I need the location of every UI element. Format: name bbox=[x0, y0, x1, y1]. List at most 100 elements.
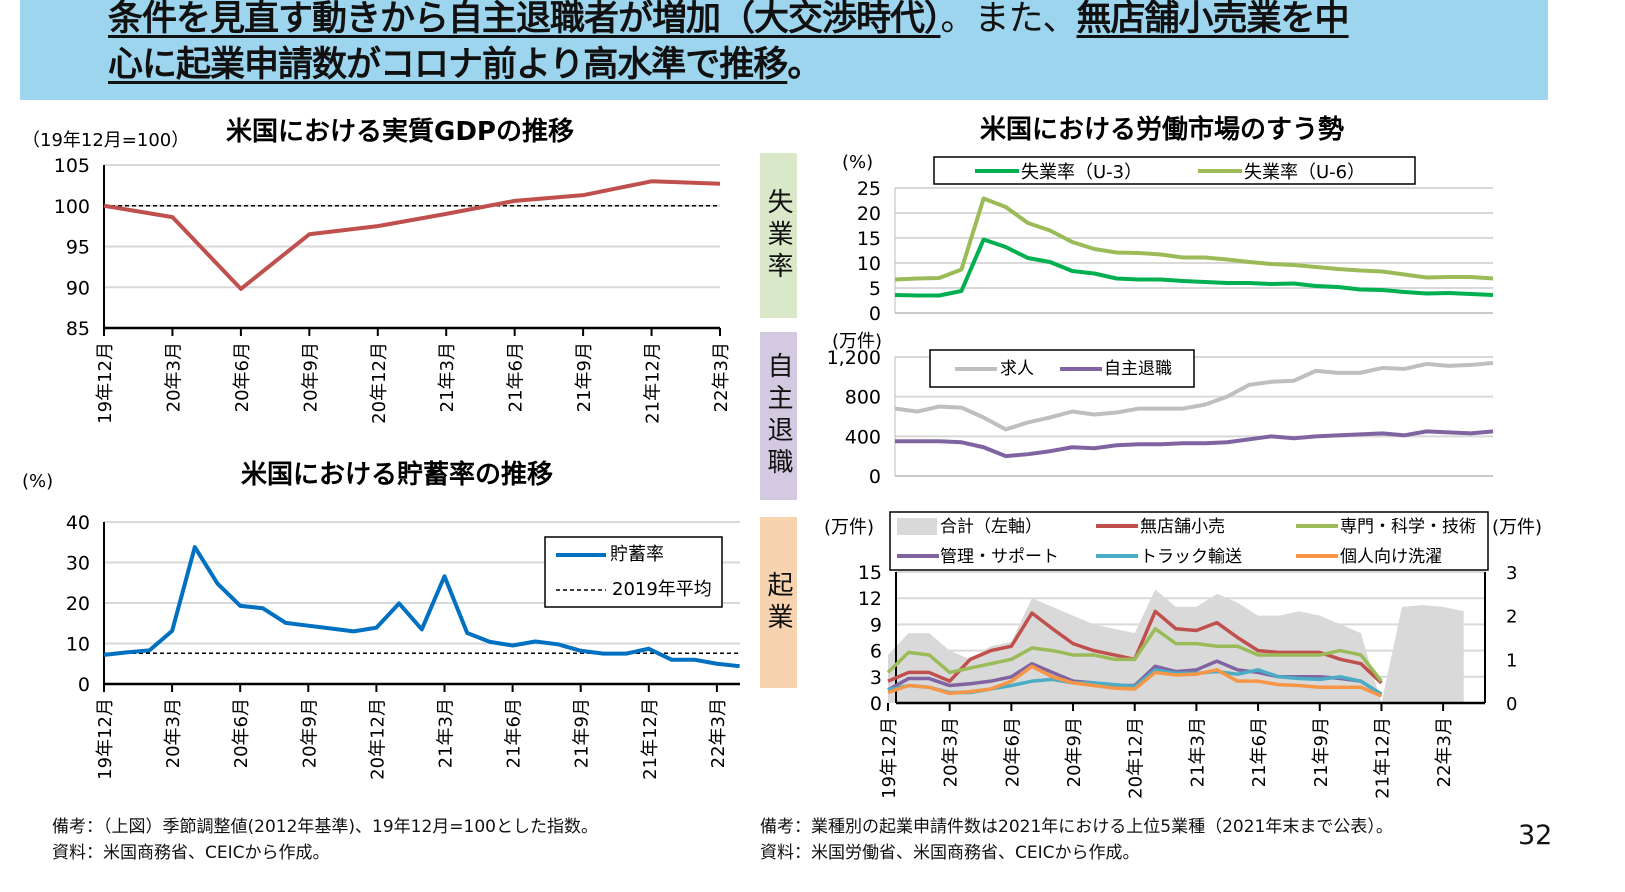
headline-banner: 条件を見直す動きから自主退職者が増加（大交渉時代）。また、無店舗小売業を中 心に… bbox=[20, 0, 1548, 100]
y-tick-label: 100 bbox=[54, 196, 90, 218]
x-tick-label: 19年12月 bbox=[95, 342, 116, 424]
savings-legend-box bbox=[544, 536, 723, 608]
startups-legend-box bbox=[889, 511, 1489, 571]
y-tick-label: 0 bbox=[870, 693, 882, 715]
gdp-chart-title: 米国における実質GDPの推移 bbox=[226, 116, 574, 147]
x-tick-label: 20年12月 bbox=[369, 342, 390, 424]
headline-text: 。 bbox=[787, 45, 822, 85]
x-tick-label: 19年12月 bbox=[879, 717, 900, 799]
quits-unit-label: (万件) bbox=[832, 331, 882, 352]
y-tick-label: 5 bbox=[869, 278, 881, 300]
x-tick-label: 20年9月 bbox=[300, 342, 321, 412]
note-right-remarks: 備考：業種別の起業申請件数は2021年における上位5業種（2021年末まで公表）… bbox=[760, 817, 1393, 837]
x-tick-label: 21年6月 bbox=[506, 342, 527, 412]
y-tick-label: 0 bbox=[869, 303, 881, 325]
legend-label: 求人 bbox=[1000, 359, 1034, 379]
x-tick-label: 21年3月 bbox=[437, 342, 458, 412]
x-tick-label: 21年9月 bbox=[574, 342, 595, 412]
y-tick-label: 40 bbox=[66, 512, 90, 534]
x-tick-label: 20年3月 bbox=[163, 698, 184, 768]
y-tick-label: 85 bbox=[66, 318, 90, 340]
y-tick-label: 12 bbox=[858, 588, 882, 610]
quits-line bbox=[895, 429, 1494, 459]
y-tick-label: 20 bbox=[857, 203, 881, 225]
legend-label: 管理・サポート bbox=[940, 547, 1059, 567]
y-tick-label: 30 bbox=[66, 553, 90, 575]
legend-label: 自主退職 bbox=[1104, 359, 1172, 379]
note-right-source: 資料：米国労働省、米国商務省、CEICから作成。 bbox=[760, 843, 1140, 863]
right-y-tick-label: 2 bbox=[1506, 607, 1517, 628]
note-left-remarks: 備考：（上図）季節調整値(2012年基準)、19年12月=100とした指数。 bbox=[52, 817, 598, 837]
legend-label: トラック輸送 bbox=[1140, 547, 1242, 567]
y-tick-label: 6 bbox=[870, 641, 882, 663]
y-tick-label: 15 bbox=[858, 562, 882, 584]
legend-label: 専門・科学・技術 bbox=[1340, 517, 1476, 537]
x-tick-label: 20年9月 bbox=[1064, 717, 1085, 787]
headline-text: 心に起業申請数がコロナ前より高水準で推移 bbox=[108, 45, 788, 85]
y-tick-label: 0 bbox=[78, 674, 90, 696]
headline-text: 。また、 bbox=[940, 0, 1078, 39]
gdp-series-line bbox=[103, 179, 721, 291]
x-tick-label: 21年3月 bbox=[436, 698, 457, 768]
u6-line bbox=[894, 196, 1494, 282]
quits-chart: 1,200 800 400 0 求人 自主退職 bbox=[827, 347, 1494, 488]
headline-line-2: 心に起業申請数がコロナ前より高水準で推移。 bbox=[108, 36, 822, 87]
right-y-tick-label: 1 bbox=[1506, 650, 1517, 671]
headline-text: 無店舗小売業を中 bbox=[1076, 0, 1350, 39]
y-tick-label: 95 bbox=[66, 237, 90, 259]
x-tick-label: 22年3月 bbox=[1434, 717, 1455, 787]
startups-right-unit-label: (万件) bbox=[1492, 517, 1542, 538]
total-area bbox=[888, 589, 1464, 703]
x-tick-label: 19年12月 bbox=[95, 698, 116, 780]
unemployment-legend-box bbox=[933, 156, 1416, 185]
savings-chart-title: 米国における貯蓄率の推移 bbox=[241, 459, 553, 490]
y-tick-label: 10 bbox=[66, 634, 90, 656]
labor-chart-title: 米国における労働市場のすう勢 bbox=[980, 114, 1344, 145]
x-tick-label: 22年3月 bbox=[711, 342, 732, 412]
y-tick-label: 9 bbox=[870, 614, 882, 636]
x-tick-label: 20年6月 bbox=[232, 342, 253, 412]
y-tick-label: 3 bbox=[870, 667, 882, 689]
x-tick-label: 20年3月 bbox=[941, 717, 962, 787]
headline-line-1: 条件を見直す動きから自主退職者が増加（大交渉時代）。また、無店舗小売業を中 bbox=[108, 0, 1350, 41]
y-tick-label: 400 bbox=[845, 426, 881, 448]
x-tick-label: 22年3月 bbox=[708, 698, 729, 768]
unemployment-unit-label: (%) bbox=[842, 152, 873, 173]
y-tick-label: 90 bbox=[66, 277, 90, 299]
u3-line bbox=[894, 237, 1494, 298]
job-openings-line bbox=[894, 360, 1494, 432]
tab-quits: 自主退職 bbox=[760, 332, 797, 500]
legend-label: 2019年平均 bbox=[612, 579, 712, 600]
legend-swatch bbox=[897, 518, 937, 535]
y-tick-label: 20 bbox=[66, 593, 90, 615]
x-tick-label: 21年3月 bbox=[1187, 717, 1208, 787]
legend-label: 個人向け洗濯 bbox=[1340, 547, 1442, 567]
y-tick-label: 10 bbox=[857, 253, 881, 275]
gdp-unit-label: （19年12月=100） bbox=[22, 130, 189, 151]
y-tick-label: 105 bbox=[54, 155, 90, 177]
x-tick-label: 21年12月 bbox=[640, 698, 661, 780]
tab-unemployment: 失業率 bbox=[760, 153, 797, 318]
x-tick-label: 21年9月 bbox=[572, 698, 593, 768]
x-tick-label: 21年6月 bbox=[504, 698, 525, 768]
x-tick-label: 21年12月 bbox=[643, 342, 664, 424]
x-tick-label: 20年9月 bbox=[299, 698, 320, 768]
right-y-tick-label: 0 bbox=[1506, 694, 1517, 715]
legend-label: 合計（左軸） bbox=[940, 517, 1042, 537]
legend-label: 貯蓄率 bbox=[610, 544, 664, 565]
x-tick-label: 20年12月 bbox=[1126, 717, 1147, 799]
x-tick-label: 20年3月 bbox=[163, 342, 184, 412]
x-tick-label: 21年12月 bbox=[1372, 717, 1393, 799]
headline-text: 条件を見直す動きから自主退職者が増加（大交渉時代） bbox=[108, 0, 942, 39]
y-tick-label: 1,200 bbox=[827, 347, 881, 369]
savings-unit-label: (%) bbox=[22, 471, 53, 492]
unemployment-chart: 25 20 15 10 5 0 失業率（U-3） 失業率（U-6） bbox=[857, 156, 1494, 325]
y-tick-label: 15 bbox=[857, 228, 881, 250]
x-tick-label: 21年9月 bbox=[1311, 717, 1332, 787]
startups-left-unit-label: (万件) bbox=[824, 517, 874, 538]
right-y-tick-label: 3 bbox=[1506, 563, 1517, 584]
